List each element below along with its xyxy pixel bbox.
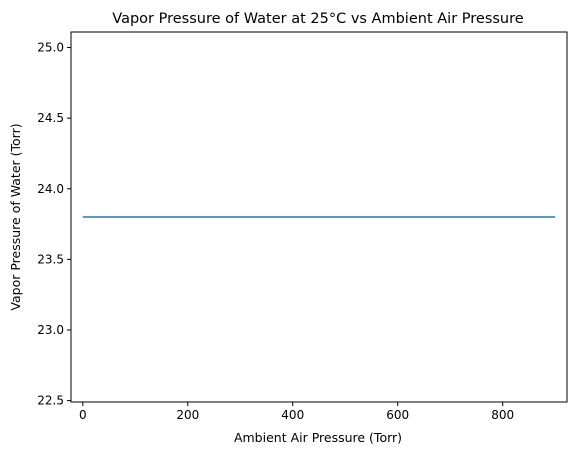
y-tick-label: 23.0 (37, 323, 64, 337)
y-tick-label: 24.5 (37, 111, 64, 125)
x-tick-label: 0 (79, 408, 87, 422)
x-axis-label: Ambient Air Pressure (Torr) (234, 430, 402, 445)
y-axis-label: Vapor Pressure of Water (Torr) (8, 123, 23, 310)
plot-area (70, 31, 568, 403)
x-tick-label: 800 (491, 408, 514, 422)
y-tick-label: 23.5 (37, 252, 64, 266)
x-tick-label: 600 (386, 408, 409, 422)
x-tick-label: 400 (281, 408, 304, 422)
y-tick-label: 22.5 (37, 394, 64, 408)
plot-frame (70, 31, 568, 403)
chart-title: Vapor Pressure of Water at 25°C vs Ambie… (112, 11, 523, 27)
x-tick-label: 200 (176, 408, 199, 422)
y-tick-label: 25.0 (37, 41, 64, 55)
x-axis: 0 200 400 600 800 (79, 402, 514, 422)
y-tick-label: 24.0 (37, 182, 64, 196)
y-axis: 22.5 23.0 23.5 24.0 24.5 25.0 (37, 41, 71, 408)
